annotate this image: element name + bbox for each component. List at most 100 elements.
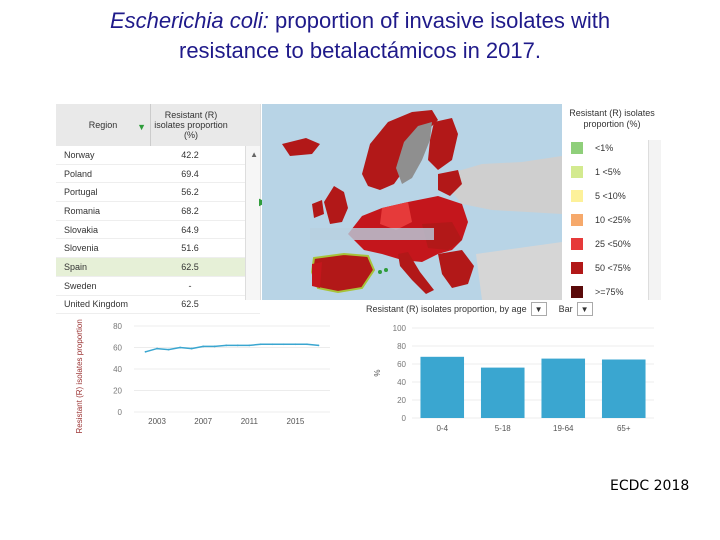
legend-title: Resistant (R) isolates proportion (%) (569, 108, 655, 129)
line-chart-svg: 0 20 40 60 80 2003 2007 2011 2015 Resistant (R) i… (75, 304, 330, 433)
legend-scrollbar[interactable] (648, 140, 661, 300)
map-island (378, 270, 382, 274)
bar-y-tick-label: 20 (397, 396, 406, 405)
map-region[interactable] (438, 170, 462, 196)
line-point (179, 346, 182, 349)
table-cell-value: - (188, 280, 192, 291)
legend-item[interactable]: 5 <10% (571, 190, 626, 202)
column-header-resistant[interactable]: Resistant (R) isolates proportion (%) (154, 110, 228, 140)
table-cell-region: Romania (64, 205, 101, 216)
table-row[interactable]: Norway 42.2 (56, 146, 260, 165)
legend-label: >=75% (595, 287, 624, 297)
legend-swatch (571, 214, 583, 226)
table-cell-value: 51.6 (181, 243, 199, 254)
bar-chart-title: Resistant (R) isolates proportion, by ag… (366, 304, 527, 314)
table-row[interactable]: Poland 69.4 (56, 165, 260, 184)
legend-label: 10 <25% (595, 215, 631, 225)
line-point (236, 344, 239, 347)
line-point (271, 343, 274, 346)
legend-swatch (571, 190, 583, 202)
map-tooltip-strip (310, 228, 434, 240)
table-row[interactable]: Spain 62.5 (56, 258, 260, 277)
column-header-region[interactable]: Region ▼ (56, 104, 151, 146)
line-point (225, 344, 228, 347)
legend-label: 25 <50% (595, 239, 631, 249)
scroll-up-icon[interactable]: ▲ (250, 150, 258, 159)
bar-x-tick-label: 5-18 (495, 424, 512, 433)
table-row[interactable]: Sweden - (56, 277, 260, 296)
bar-x-tick-label: 19-64 (553, 424, 574, 433)
line-y-tick-label: 80 (113, 322, 122, 331)
line-x-tick-label: 2007 (194, 417, 212, 426)
map-region[interactable] (282, 138, 320, 156)
table-row[interactable]: Slovakia 64.9 (56, 221, 260, 240)
line-y-tick-label: 0 (118, 408, 123, 417)
legend-label: <1% (595, 143, 614, 153)
legend-label: 50 <75% (595, 263, 631, 273)
table-cell-region: Spain (64, 261, 88, 272)
legend-item[interactable]: >=75% (571, 286, 624, 298)
table-row[interactable]: Slovenia 51.6 (56, 239, 260, 259)
map-region[interactable] (380, 202, 412, 230)
line-series-spain (145, 343, 319, 353)
chevron-down-icon[interactable]: ▼ (530, 302, 547, 316)
table-cell-region: Slovakia (64, 224, 99, 235)
map-svg (262, 104, 562, 300)
map-region-uk[interactable] (324, 186, 348, 224)
legend-swatch (571, 142, 583, 154)
line-point (144, 350, 147, 353)
legend-swatch (571, 166, 583, 178)
map-nonmember (476, 242, 562, 300)
legend-item[interactable]: 50 <75% (571, 262, 631, 274)
trend-line-chart: 0 20 40 60 80 2003 2007 2011 2015 Resistant (R) i… (56, 304, 344, 438)
bar-5-18 (480, 367, 525, 418)
line-y-tick-label: 40 (113, 365, 122, 374)
line-point (202, 345, 205, 348)
map-island (384, 268, 388, 272)
map-region-sweden[interactable] (396, 122, 432, 184)
bar-y-tick-label: 100 (393, 324, 407, 333)
line-point (190, 347, 193, 350)
bar-y-tick-label: 0 (402, 414, 407, 423)
legend-swatch (571, 238, 583, 250)
table-row[interactable]: Portugal 56.2 (56, 183, 260, 203)
table-row[interactable]: United Kingdom 62.5 (56, 296, 260, 315)
table-cell-region: Norway (64, 149, 95, 160)
legend-item[interactable]: 25 <50% (571, 238, 631, 250)
sort-down-icon[interactable]: ▼ (137, 122, 146, 132)
legend-item[interactable]: 1 <5% (571, 166, 621, 178)
line-point (167, 348, 170, 351)
line-y-tick-label: 20 (113, 387, 122, 396)
line-x-tick-label: 2015 (287, 417, 305, 426)
slide-title: Escherichia coli: proportion of invasive… (0, 6, 720, 66)
table-cell-value: 56.2 (181, 187, 199, 198)
map-region-ireland[interactable] (312, 200, 324, 218)
line-point (306, 343, 308, 346)
europe-map[interactable] (262, 104, 562, 300)
title-species: Escherichia coli: (109, 8, 269, 33)
table-scrollbar[interactable] (245, 146, 260, 300)
map-region-portugal[interactable] (312, 262, 322, 288)
bar-chart-header: Resistant (R) isolates proportion, by ag… (366, 302, 593, 316)
table-cell-region: Slovenia (64, 243, 99, 254)
line-point (213, 345, 216, 348)
map-legend: Resistant (R) isolates proportion (%) <1… (563, 104, 661, 300)
bar-y-tick-label: 80 (397, 342, 406, 351)
bar-y-axis-label: % (373, 369, 382, 376)
legend-item[interactable]: 10 <25% (571, 214, 631, 226)
map-region[interactable] (428, 118, 458, 170)
table-row[interactable]: Romania 68.2 (56, 202, 260, 221)
bar-65+ (601, 359, 646, 418)
chart-type-value: Bar (558, 304, 573, 314)
legend-item[interactable]: <1% (571, 142, 613, 154)
map-region-italy[interactable] (398, 252, 434, 294)
map-region[interactable] (438, 250, 474, 288)
legend-label: 1 <5% (595, 167, 621, 177)
table-cell-region: Sweden (64, 280, 97, 291)
chart-type-dropdown-icon[interactable]: ▼ (576, 302, 593, 316)
table-cell-value: 42.2 (181, 149, 199, 160)
line-point (317, 344, 320, 347)
source-credit: ECDC 2018 (610, 478, 690, 494)
line-y-axis-label: Resistant (R) isolates proportion (%) (75, 318, 84, 433)
line-x-tick-label: 2011 (241, 417, 259, 426)
